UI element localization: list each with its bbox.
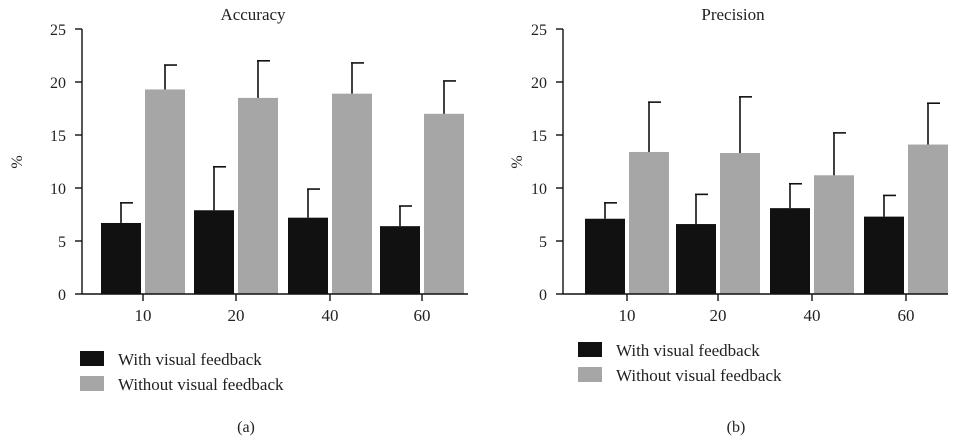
legend-label-without-feedback: Without visual feedback [118,375,284,394]
chart-panel-b: Precision % 0 5 10 15 20 25 10 20 40 60 With visu… [509,5,948,436]
bar-without-feedback-20 [720,153,760,294]
legend-swatch-without-feedback [578,367,602,382]
legend-label-without-feedback: Without visual feedback [616,366,782,385]
y-tick-label: 20 [531,75,547,92]
y-tick-label: 25 [531,22,547,39]
bar-without-feedback-40 [332,93,372,294]
legend-swatch-with-feedback [578,342,602,357]
plot-area: 0 5 10 15 20 25 10 20 40 60 [50,22,468,325]
legend-swatch-with-feedback [80,351,104,366]
legend-swatch-without-feedback [80,376,104,391]
legend-label-with-feedback: With visual feedback [118,350,262,369]
legend-label-with-feedback: With visual feedback [616,341,760,360]
bar-without-feedback-10 [629,151,669,294]
y-tick-label: 10 [531,181,547,198]
x-tick-label: 40 [804,306,821,325]
y-tick-label: 0 [58,287,66,304]
legend: With visual feedback Without visual feed… [578,341,782,385]
bar-without-feedback-20 [238,97,278,295]
panel-label: (b) [727,419,746,436]
y-axis-label: % [9,155,26,168]
bar-with-feedback-10 [101,222,141,294]
y-tick-label: 15 [50,128,66,145]
bar-with-feedback-20 [194,210,234,294]
x-tick-label: 10 [619,306,636,325]
bar-without-feedback-10 [145,89,185,294]
y-tick-label: 5 [58,234,66,251]
x-tick-label: 20 [710,306,727,325]
y-tick-label: 20 [50,75,66,92]
y-axis-label: % [509,155,526,168]
chart-title: Precision [701,5,765,24]
y-tick-label: 0 [539,287,547,304]
x-tick-label: 10 [135,306,152,325]
x-tick-label: 60 [414,306,431,325]
chart-panel-a: Accuracy % 0 5 10 15 20 25 10 20 40 60 With visua… [9,5,468,436]
bar-with-feedback-20 [676,224,716,294]
x-tick-label: 60 [898,306,915,325]
chart-title: Accuracy [220,5,286,24]
y-tick-label: 25 [50,22,66,39]
x-tick-label: 20 [228,306,245,325]
bar-with-feedback-60 [864,216,904,294]
bar-with-feedback-10 [585,218,625,294]
panel-label: (a) [237,419,255,436]
bar-without-feedback-60 [424,113,464,294]
y-tick-label: 10 [50,181,66,198]
y-tick-label: 5 [539,234,547,251]
legend: With visual feedback Without visual feed… [80,350,284,394]
bar-without-feedback-40 [814,175,854,294]
plot-area: 0 5 10 15 20 25 10 20 40 60 [531,22,948,325]
bar-with-feedback-40 [288,217,328,294]
y-tick-label: 15 [531,128,547,145]
bar-with-feedback-60 [380,226,420,294]
bar-without-feedback-60 [908,144,948,294]
x-tick-label: 40 [322,306,339,325]
bar-with-feedback-40 [770,208,810,294]
